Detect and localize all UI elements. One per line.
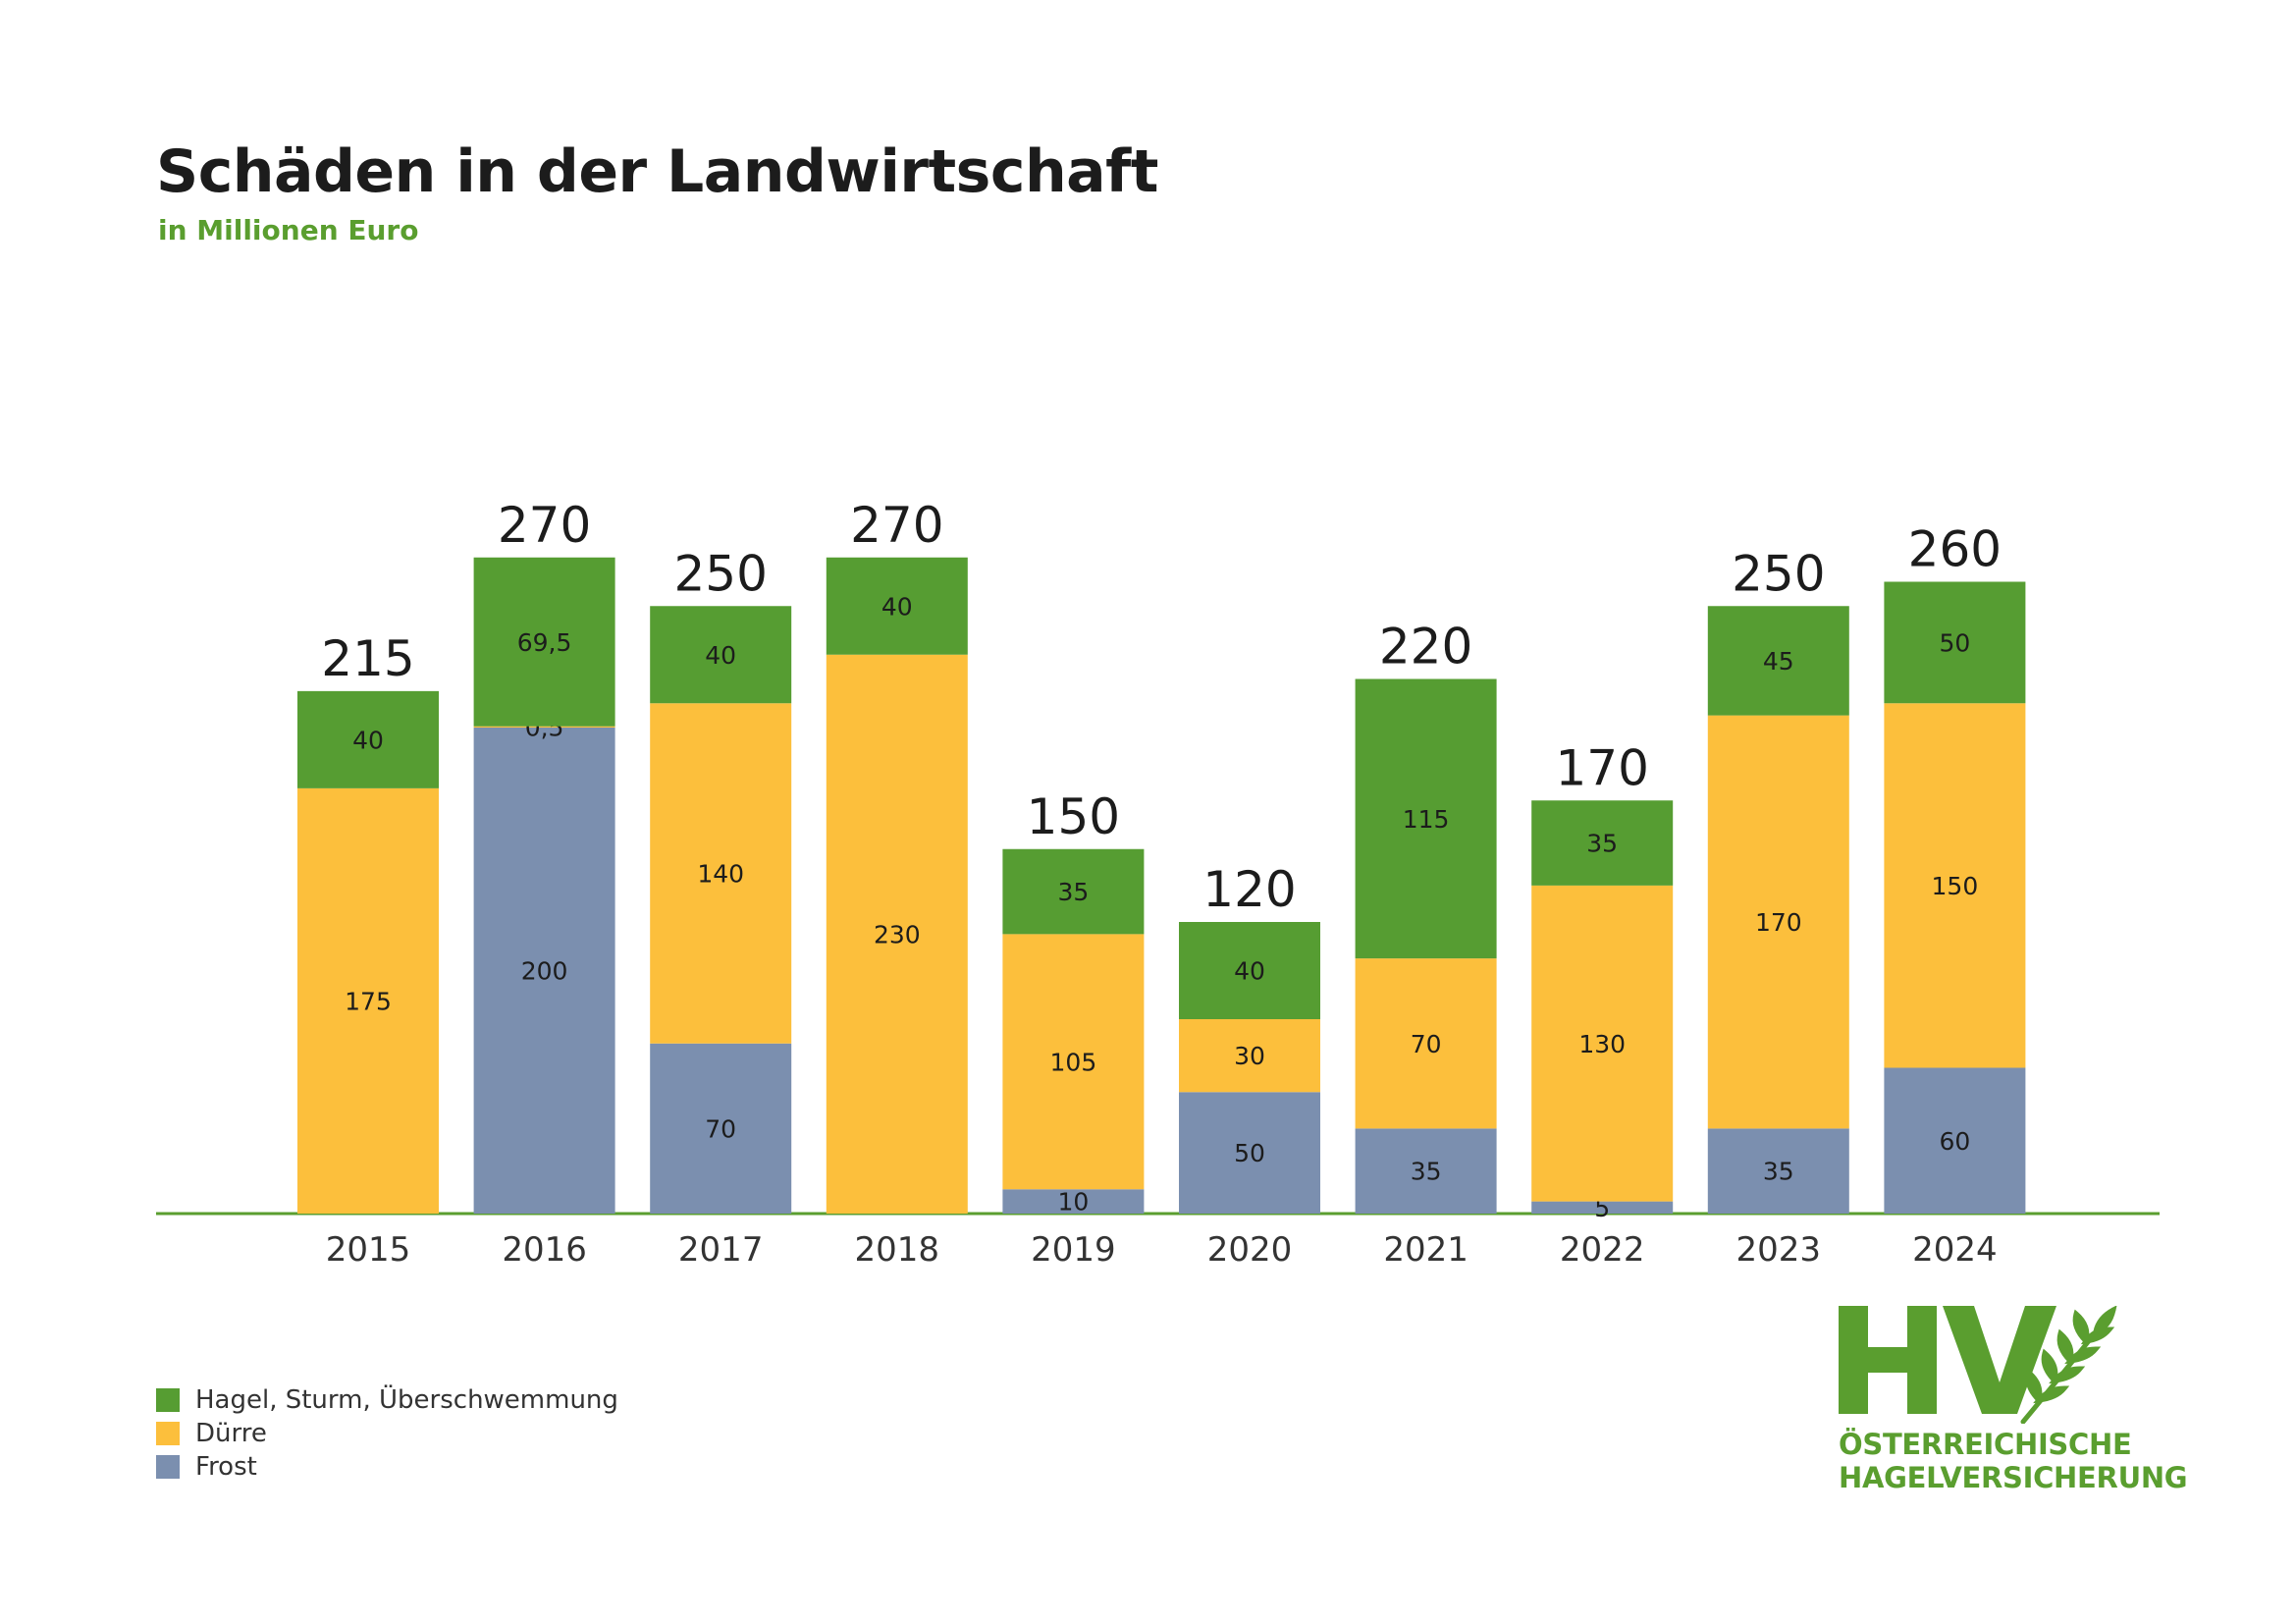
bar-segment-2023-0 — [1707, 1128, 1849, 1214]
total-label-2016: 270 — [498, 497, 591, 554]
data-label-2019-0: 10 — [1057, 1188, 1089, 1217]
data-label-2020-0: 50 — [1234, 1139, 1265, 1167]
data-label-2015-2: 40 — [352, 726, 384, 754]
bar-segment-2022-0 — [1531, 1201, 1674, 1214]
data-label-2024-0: 60 — [1939, 1127, 1970, 1156]
bar-segment-2017-1 — [650, 703, 792, 1044]
data-label-2017-2: 40 — [705, 641, 736, 670]
bar-segment-2019-2 — [1002, 848, 1145, 935]
total-label-2022: 170 — [1555, 739, 1648, 796]
chart-title: Schäden in der Landwirtschaft — [156, 137, 1158, 206]
bar-segment-2016-2 — [473, 557, 615, 727]
total-label-2023: 250 — [1732, 545, 1825, 602]
bar-segment-2016-1 — [473, 726, 615, 728]
bar-segment-2022-1 — [1531, 885, 1674, 1202]
bar-segment-2015-1 — [297, 787, 439, 1214]
data-label-2016-2: 69,5 — [517, 628, 572, 657]
data-label-2017-1: 140 — [697, 860, 744, 889]
bar-segment-2024-0 — [1884, 1067, 2026, 1214]
legend-swatch-duerre — [156, 1422, 180, 1445]
x-tick-label-2018: 2018 — [855, 1230, 940, 1270]
legend: Hagel, Sturm, Überschwemmung Dürre Frost — [156, 1383, 618, 1484]
hv-logo-mark — [1839, 1305, 2117, 1425]
bar-segment-2024-2 — [1884, 581, 2026, 704]
bar-segment-2015-2 — [297, 690, 439, 788]
bar-segment-2021-0 — [1355, 1128, 1497, 1214]
data-label-2021-1: 70 — [1411, 1030, 1442, 1058]
total-label-2021: 220 — [1379, 619, 1472, 676]
legend-swatch-frost — [156, 1455, 180, 1479]
total-label-2024: 260 — [1908, 521, 2002, 578]
wheat-ear-icon — [2020, 1305, 2117, 1425]
x-tick-label-2016: 2016 — [502, 1230, 587, 1270]
total-label-2018: 270 — [850, 497, 943, 554]
legend-item-frost: Frost — [156, 1450, 618, 1484]
bar-segment-2021-1 — [1355, 958, 1497, 1129]
x-tick-label-2023: 2023 — [1736, 1230, 1822, 1270]
data-label-2023-2: 45 — [1763, 647, 1794, 676]
logo-line-2: HAGELVERSICHERUNG — [1839, 1461, 2188, 1494]
data-label-2018-1: 230 — [874, 920, 921, 948]
x-tick-label-2024: 2024 — [1912, 1230, 1998, 1270]
bar-segment-2024-1 — [1884, 703, 2026, 1068]
total-label-2019: 150 — [1027, 788, 1120, 845]
logo-line-1: ÖSTERREICHISCHE — [1839, 1428, 2132, 1461]
data-label-2024-2: 50 — [1939, 628, 1970, 657]
bar-segment-2019-1 — [1002, 934, 1145, 1190]
data-label-2020-1: 30 — [1234, 1042, 1265, 1070]
bar-segment-2020-0 — [1179, 1092, 1320, 1214]
data-label-2023-1: 170 — [1755, 908, 1802, 937]
bar-segment-2017-0 — [650, 1043, 792, 1214]
x-tick-label-2019: 2019 — [1031, 1230, 1116, 1270]
data-label-2015-1: 175 — [345, 987, 392, 1015]
chart-subtitle: in Millionen Euro — [158, 214, 419, 246]
data-label-2019-1: 105 — [1050, 1048, 1097, 1076]
data-label-2017-0: 70 — [705, 1114, 736, 1143]
bar-segment-2018-2 — [826, 557, 968, 655]
x-tick-label-2021: 2021 — [1383, 1230, 1468, 1270]
data-label-2022-1: 130 — [1578, 1030, 1626, 1058]
data-label-2016-0: 200 — [521, 957, 568, 986]
data-label-2021-2: 115 — [1403, 805, 1450, 834]
legend-label-duerre: Dürre — [195, 1419, 267, 1448]
data-label-2024-1: 150 — [1932, 872, 1979, 900]
legend-item-duerre: Dürre — [156, 1417, 618, 1450]
data-label-2022-2: 35 — [1586, 830, 1618, 858]
company-logo: ÖSTERREICHISCHE HAGELVERSICHERUNG — [1839, 1305, 2188, 1494]
data-label-2018-2: 40 — [881, 592, 913, 621]
data-label-2020-2: 40 — [1234, 957, 1265, 986]
bar-segment-2021-2 — [1355, 678, 1497, 959]
bar-segment-2023-2 — [1707, 606, 1849, 716]
data-label-2019-2: 35 — [1057, 878, 1089, 906]
bar-segment-2017-2 — [650, 606, 792, 704]
bar-segment-2016-0 — [473, 728, 615, 1214]
legend-label-frost: Frost — [195, 1452, 257, 1482]
x-tick-label-2020: 2020 — [1207, 1230, 1293, 1270]
legend-item-hagel: Hagel, Sturm, Überschwemmung — [156, 1383, 618, 1417]
x-tick-label-2017: 2017 — [678, 1230, 764, 1270]
total-label-2017: 250 — [673, 545, 767, 602]
bar-segment-2020-1 — [1179, 1019, 1320, 1093]
bar-segment-2020-2 — [1179, 922, 1320, 1019]
data-label-2021-0: 35 — [1411, 1158, 1442, 1186]
bar-segment-2019-0 — [1002, 1189, 1145, 1214]
legend-label-hagel: Hagel, Sturm, Überschwemmung — [195, 1385, 618, 1415]
bar-segment-2022-2 — [1531, 800, 1674, 886]
bar-segment-2018-1 — [826, 654, 968, 1214]
legend-swatch-hagel — [156, 1388, 180, 1412]
bar-segment-2023-1 — [1707, 715, 1849, 1129]
data-label-2023-0: 35 — [1763, 1158, 1794, 1186]
total-label-2020: 120 — [1202, 861, 1296, 918]
x-tick-label-2015: 2015 — [326, 1230, 411, 1270]
x-tick-label-2022: 2022 — [1560, 1230, 1645, 1270]
total-label-2015: 215 — [321, 630, 414, 687]
